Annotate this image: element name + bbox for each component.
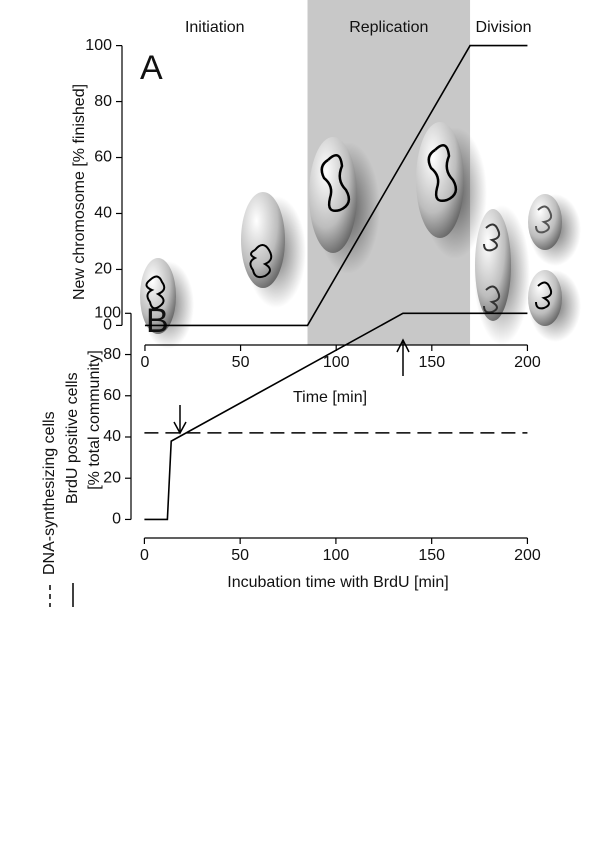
y-tick-label: 60	[94, 149, 112, 166]
data-line	[144, 44, 528, 327]
phase-label: Initiation	[185, 19, 245, 36]
chromosome	[535, 205, 553, 234]
y-tick-label: 0	[103, 317, 112, 334]
x-tick-label: 150	[418, 547, 445, 564]
x-tick-label: 100	[323, 547, 350, 564]
legend-label: BrdU positive cells	[64, 372, 81, 504]
chromosome	[427, 143, 458, 202]
y-tick-label: 60	[103, 387, 121, 404]
x-tick-label: 50	[232, 354, 250, 371]
cell	[309, 137, 357, 253]
phase-label: Division	[476, 19, 532, 36]
annotation-arrow	[173, 338, 410, 435]
x-tick-label: 150	[418, 354, 445, 371]
chromosome	[535, 281, 553, 310]
data-line	[144, 312, 528, 521]
legend-label: DNA-synthesizing cells	[41, 411, 58, 575]
chromosome	[483, 223, 501, 314]
y-tick-label: 80	[94, 93, 112, 110]
cell	[475, 209, 511, 321]
x-tick-label: 0	[140, 547, 149, 564]
x-tick-label: 200	[514, 547, 541, 564]
x-tick-label: 0	[140, 354, 149, 371]
y-tick-label: 100	[94, 305, 121, 322]
chromosome	[320, 153, 351, 212]
y-tick-label: 20	[103, 469, 121, 486]
x-axis-label: Time [min]	[293, 389, 367, 406]
panel-label: A	[140, 49, 163, 87]
y-axis-label: [% total community]	[86, 350, 103, 490]
cell	[140, 258, 176, 334]
x-tick-label: 50	[231, 547, 249, 564]
y-tick-label: 20	[94, 261, 112, 278]
cell-illustrations	[140, 122, 581, 349]
x-axis-label: Incubation time with BrdU [min]	[227, 574, 448, 591]
panel-label: B	[146, 302, 169, 340]
y-tick-label: 0	[112, 511, 121, 528]
y-tick-label: 100	[85, 37, 112, 54]
chromosome	[145, 275, 166, 310]
chromosome	[249, 244, 273, 279]
cell	[416, 122, 464, 238]
y-axis-label: New chromosome [% finished]	[71, 84, 88, 300]
phase-label: Replication	[349, 19, 428, 36]
y-tick-label: 40	[94, 205, 112, 222]
x-tick-label: 100	[323, 354, 350, 371]
x-tick-label: 200	[514, 354, 541, 371]
y-tick-label: 40	[103, 428, 121, 445]
cell	[241, 192, 285, 288]
y-tick-label: 80	[103, 346, 121, 363]
